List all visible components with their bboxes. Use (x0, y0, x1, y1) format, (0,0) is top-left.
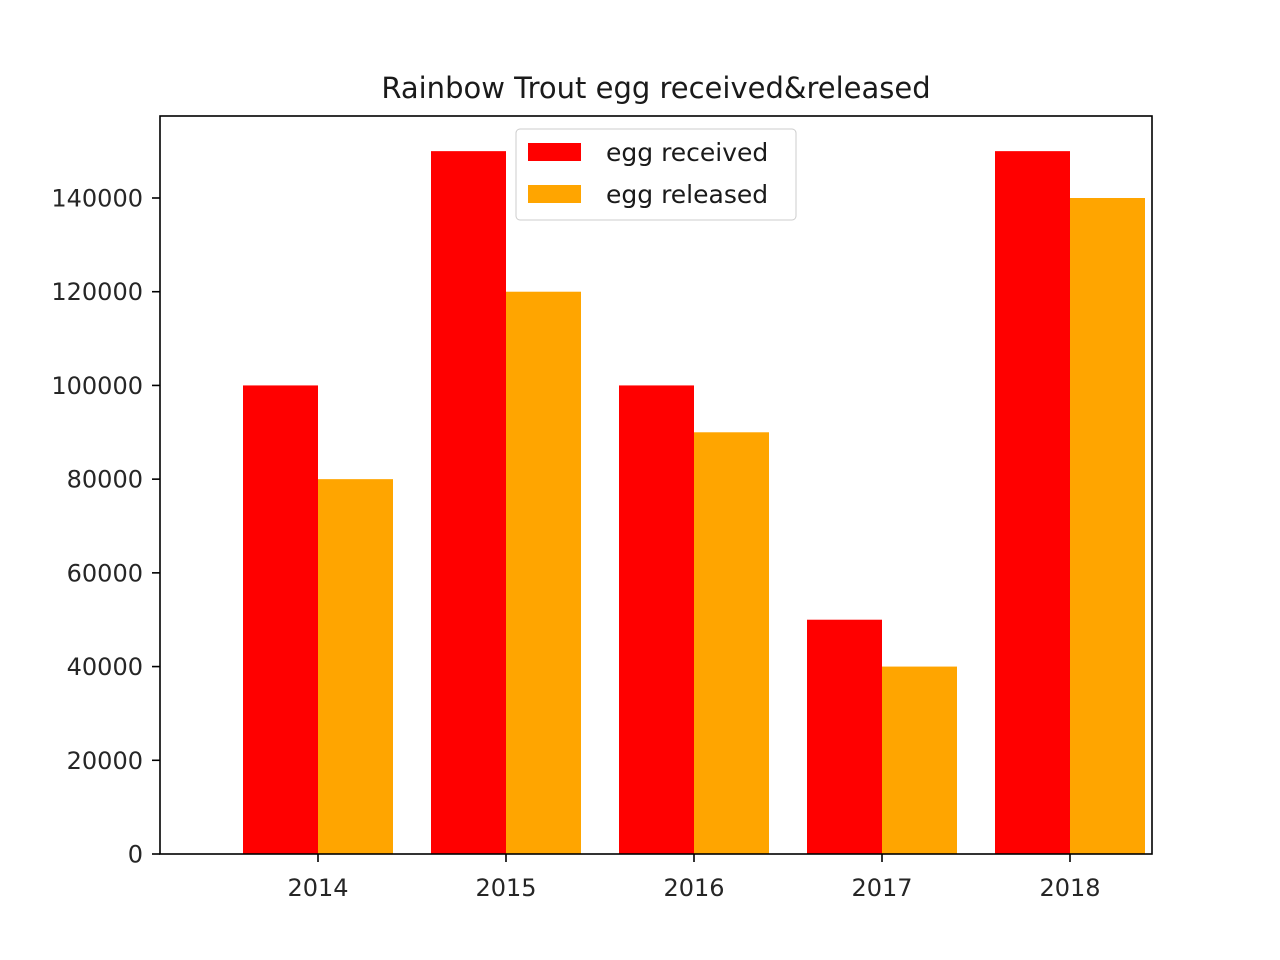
y-tick-label: 80000 (67, 466, 143, 494)
y-axis: 0 20000 40000 60000 80000 100000 120000 140000 (51, 185, 160, 869)
chart-title: Rainbow Trout egg received&released (381, 71, 930, 105)
legend-box (515, 128, 797, 221)
y-tick-label: 20000 (67, 747, 143, 775)
x-tick-label-2016: 2016 (663, 874, 724, 902)
bar-egg-received-2015 (431, 151, 506, 855)
bar-egg-released-2014 (318, 479, 393, 854)
legend-label: egg released (606, 180, 768, 209)
y-tick-label: 40000 (67, 653, 143, 681)
bars-layer (243, 151, 1145, 855)
bar-egg-released-2016 (694, 432, 769, 854)
bar-egg-received-2014 (243, 385, 318, 854)
bar-egg-released-2015 (506, 291, 581, 854)
bar-egg-received-2017 (807, 619, 882, 854)
x-axis: 2014 2015 2016 2017 2018 (287, 854, 1101, 902)
y-tick-label: 60000 (67, 559, 143, 587)
bar-egg-received-2018 (995, 151, 1070, 855)
bar-egg-released-2017 (882, 666, 957, 854)
bar-egg-received-2016 (619, 385, 694, 854)
legend-swatch-egg-released (528, 185, 581, 203)
legend-swatch-egg-received (528, 143, 581, 161)
legend: egg received egg released (515, 128, 797, 221)
legend-label: egg received (606, 138, 768, 167)
x-tick-label-2018: 2018 (1039, 874, 1100, 902)
y-tick-label: 140000 (51, 185, 143, 213)
bar-egg-released-2018 (1070, 198, 1145, 854)
x-tick-label-2014: 2014 (287, 874, 348, 902)
y-tick-label: 0 (128, 841, 143, 869)
x-tick-label-2017: 2017 (851, 874, 912, 902)
x-tick-label-2015: 2015 (475, 874, 536, 902)
y-tick-label: 120000 (51, 278, 143, 306)
y-tick-label: 100000 (51, 372, 143, 400)
axes-frame (159, 115, 1153, 855)
